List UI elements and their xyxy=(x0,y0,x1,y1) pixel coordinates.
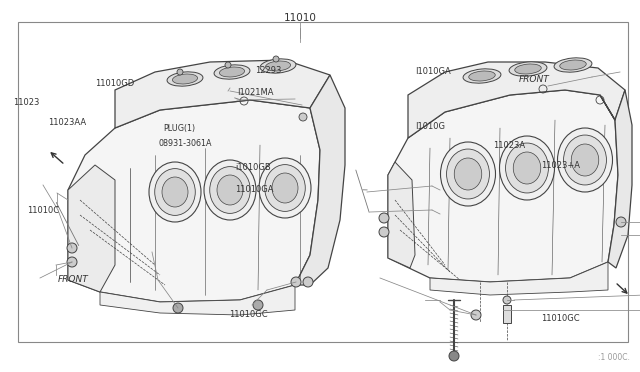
Text: :1 000C.: :1 000C. xyxy=(598,353,630,362)
Circle shape xyxy=(503,296,511,304)
Circle shape xyxy=(303,277,313,287)
Text: 11010: 11010 xyxy=(284,13,316,23)
Ellipse shape xyxy=(463,69,501,83)
Ellipse shape xyxy=(572,144,599,176)
Circle shape xyxy=(379,227,389,237)
Polygon shape xyxy=(430,262,608,295)
Ellipse shape xyxy=(259,158,311,218)
Text: I1021MA: I1021MA xyxy=(237,88,273,97)
Circle shape xyxy=(449,351,459,361)
Ellipse shape xyxy=(210,167,250,214)
Ellipse shape xyxy=(167,72,203,86)
Circle shape xyxy=(177,69,183,75)
Text: 11023: 11023 xyxy=(13,98,39,107)
Ellipse shape xyxy=(454,158,482,190)
Ellipse shape xyxy=(266,61,291,71)
Ellipse shape xyxy=(509,62,547,76)
Polygon shape xyxy=(295,75,345,285)
Text: 12293: 12293 xyxy=(255,66,281,75)
Ellipse shape xyxy=(499,136,554,200)
Ellipse shape xyxy=(506,143,548,193)
Circle shape xyxy=(616,217,626,227)
Circle shape xyxy=(67,243,77,253)
Ellipse shape xyxy=(468,71,495,81)
Ellipse shape xyxy=(272,173,298,203)
Text: 08931-3061A: 08931-3061A xyxy=(159,139,212,148)
FancyBboxPatch shape xyxy=(503,305,511,323)
Circle shape xyxy=(273,56,279,62)
Polygon shape xyxy=(388,162,415,268)
Circle shape xyxy=(379,213,389,223)
Ellipse shape xyxy=(440,142,495,206)
Text: PLUG(1): PLUG(1) xyxy=(163,124,195,133)
Text: 11010C: 11010C xyxy=(27,206,59,215)
Text: FRONT: FRONT xyxy=(58,275,88,283)
Ellipse shape xyxy=(265,164,305,211)
Polygon shape xyxy=(115,60,330,128)
Text: 11023+A: 11023+A xyxy=(541,161,580,170)
Ellipse shape xyxy=(560,60,586,70)
Text: i1010GB: i1010GB xyxy=(236,163,271,172)
Ellipse shape xyxy=(515,64,541,74)
Circle shape xyxy=(471,310,481,320)
Ellipse shape xyxy=(204,160,256,220)
Circle shape xyxy=(299,113,307,121)
Ellipse shape xyxy=(220,67,244,77)
Circle shape xyxy=(173,303,183,313)
Circle shape xyxy=(225,62,231,68)
Ellipse shape xyxy=(447,149,490,199)
Ellipse shape xyxy=(162,177,188,207)
Ellipse shape xyxy=(513,152,541,184)
Ellipse shape xyxy=(155,169,195,215)
Circle shape xyxy=(291,277,301,287)
Polygon shape xyxy=(68,100,320,302)
Ellipse shape xyxy=(554,58,592,72)
Bar xyxy=(18,22,628,342)
Ellipse shape xyxy=(557,128,612,192)
Polygon shape xyxy=(388,90,618,282)
Text: 11023A: 11023A xyxy=(493,141,525,150)
Polygon shape xyxy=(408,62,625,138)
Text: I1010GA: I1010GA xyxy=(415,67,451,76)
Polygon shape xyxy=(68,165,115,292)
Ellipse shape xyxy=(564,135,607,185)
Polygon shape xyxy=(600,90,632,268)
Text: 11023AA: 11023AA xyxy=(48,118,86,127)
Text: 11010GD: 11010GD xyxy=(95,79,134,88)
Ellipse shape xyxy=(260,59,296,73)
Text: I1010G: I1010G xyxy=(415,122,445,131)
Circle shape xyxy=(67,257,77,267)
Text: 11010GC: 11010GC xyxy=(229,310,268,319)
Text: 11010GA: 11010GA xyxy=(236,185,274,194)
Text: FRONT: FRONT xyxy=(518,76,549,84)
Ellipse shape xyxy=(149,162,201,222)
Circle shape xyxy=(253,300,263,310)
Ellipse shape xyxy=(214,65,250,79)
Polygon shape xyxy=(100,285,295,315)
Ellipse shape xyxy=(172,74,198,84)
Ellipse shape xyxy=(217,175,243,205)
Text: 11010GC: 11010GC xyxy=(541,314,579,323)
